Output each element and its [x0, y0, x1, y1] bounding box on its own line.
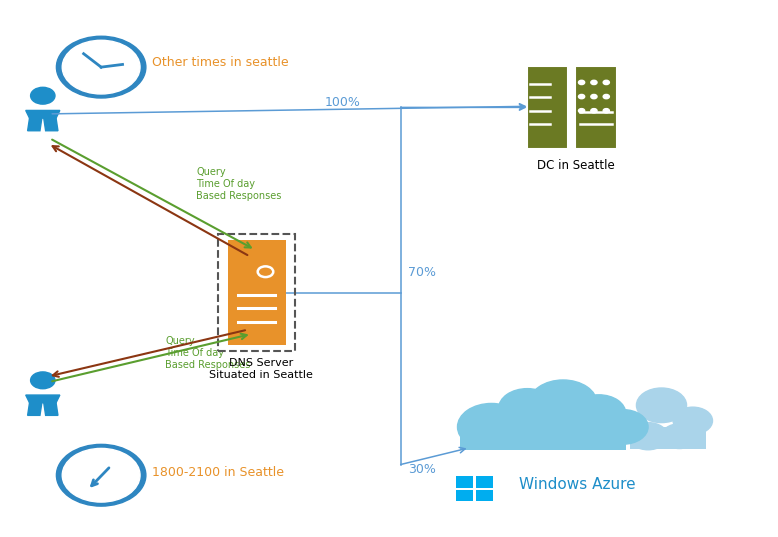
FancyBboxPatch shape: [456, 490, 473, 502]
Text: 70%: 70%: [408, 266, 436, 279]
Circle shape: [591, 108, 597, 113]
Circle shape: [591, 80, 597, 84]
FancyBboxPatch shape: [456, 476, 473, 488]
Text: Other times in seattle: Other times in seattle: [152, 56, 289, 69]
Polygon shape: [26, 395, 60, 403]
Circle shape: [591, 95, 597, 99]
Circle shape: [629, 423, 668, 450]
Circle shape: [565, 413, 615, 447]
FancyBboxPatch shape: [476, 476, 493, 488]
Text: 100%: 100%: [324, 96, 360, 110]
Text: 1800-2100 in Seattle: 1800-2100 in Seattle: [152, 466, 284, 479]
Circle shape: [603, 95, 609, 99]
Circle shape: [579, 108, 585, 113]
FancyBboxPatch shape: [460, 450, 626, 467]
Circle shape: [56, 36, 146, 98]
Polygon shape: [28, 118, 42, 130]
Circle shape: [524, 411, 575, 446]
Circle shape: [62, 40, 140, 94]
Circle shape: [636, 388, 686, 423]
FancyBboxPatch shape: [228, 241, 286, 345]
Circle shape: [661, 424, 697, 448]
Text: Windows Azure: Windows Azure: [519, 477, 636, 492]
Circle shape: [457, 403, 525, 451]
FancyBboxPatch shape: [476, 490, 493, 502]
Text: Query
Time Of day
Based Responses: Query Time Of day Based Responses: [165, 337, 251, 369]
Polygon shape: [26, 111, 60, 118]
Polygon shape: [44, 118, 58, 130]
FancyBboxPatch shape: [630, 427, 706, 448]
Circle shape: [56, 445, 146, 506]
Circle shape: [499, 389, 556, 428]
Circle shape: [673, 407, 713, 434]
FancyBboxPatch shape: [460, 426, 626, 452]
Polygon shape: [28, 403, 42, 415]
Circle shape: [579, 80, 585, 84]
Circle shape: [62, 448, 140, 502]
Text: Query
Time Of day
Based Responses: Query Time Of day Based Responses: [196, 168, 282, 200]
Circle shape: [30, 372, 55, 389]
Circle shape: [529, 380, 597, 427]
FancyBboxPatch shape: [576, 66, 616, 149]
Text: DNS Server
Situated in Seattle: DNS Server Situated in Seattle: [209, 359, 313, 380]
Text: 30%: 30%: [408, 463, 436, 476]
Circle shape: [579, 95, 585, 99]
Polygon shape: [44, 403, 58, 415]
Circle shape: [603, 80, 609, 84]
Circle shape: [30, 88, 55, 104]
FancyBboxPatch shape: [527, 66, 568, 149]
Text: DC in Seattle: DC in Seattle: [537, 159, 615, 172]
Circle shape: [598, 410, 648, 444]
Circle shape: [603, 108, 609, 113]
Circle shape: [572, 395, 626, 432]
